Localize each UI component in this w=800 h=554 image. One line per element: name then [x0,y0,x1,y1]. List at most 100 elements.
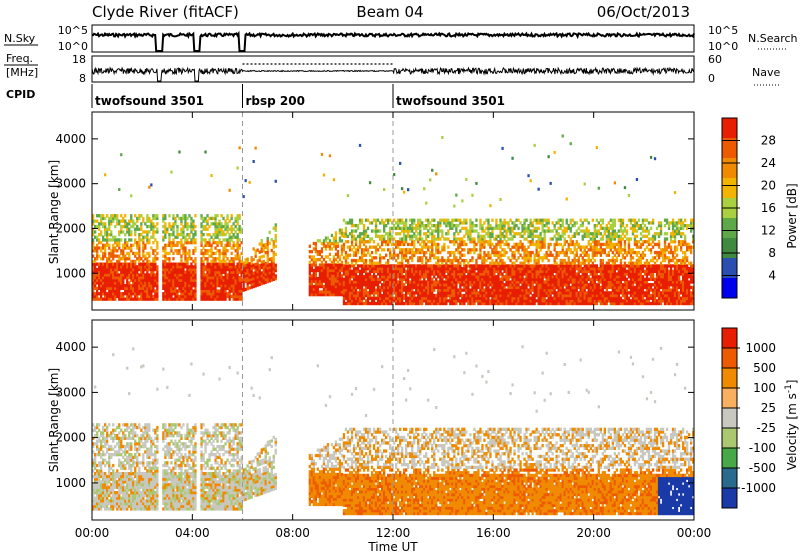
heatmap-cell [346,285,350,290]
heatmap-cell [533,256,536,260]
heatmap-cell [122,267,125,272]
heatmap-cell [140,270,143,274]
heatmap-cell [513,272,516,276]
heatmap-cell [529,234,532,238]
heatmap-cell [519,277,522,281]
heatmap-cell [236,222,239,226]
heatmap-cell [471,248,474,252]
heatmap-cell [358,272,362,276]
heatmap-cell [98,265,101,269]
heatmap-cell [260,271,263,275]
heatmap-cell [250,277,253,281]
heatmap-cell [479,264,482,268]
heatmap-cell [513,224,516,228]
heatmap-cell [144,278,147,282]
heatmap-cell [314,293,317,297]
heatmap-cell [409,272,412,276]
nave-tick-top: 60 [708,53,722,66]
heatmap-cell [220,294,223,299]
heatmap-cell [411,240,414,244]
heatmap-cell [397,253,400,257]
heatmap-cell [493,267,496,271]
heatmap-cell [425,275,428,279]
heatmap-cell [431,237,434,241]
heatmap-cell [184,216,187,221]
heatmap-cell [455,285,458,290]
heatmap-cell [381,218,384,222]
heatmap-cell [192,238,195,242]
heatmap-cell [531,293,534,298]
heatmap-cell [350,221,354,225]
heatmap-cell [461,275,464,279]
heatmap-cell [374,277,378,281]
heatmap-cell [469,237,472,241]
heatmap-cell [535,261,538,265]
heatmap-cell [168,222,171,226]
heatmap-cell [236,214,239,218]
heatmap-cell [372,264,376,268]
heatmap-cell [483,234,486,238]
heatmap-cell [234,235,237,239]
heatmap-cell [477,240,480,244]
heatmap-cell [336,255,340,259]
heatmap-cell [364,218,368,222]
heatmap-cell [194,273,197,277]
heatmap-cell [475,229,478,233]
heatmap-cell [192,241,195,245]
heatmap-cell [571,250,574,255]
heatmap-cell [310,276,313,281]
heatmap-cell [501,267,504,271]
heatmap-cell [232,227,235,231]
heatmap-cell [511,221,514,225]
heatmap-cell [433,267,436,271]
heatmap-cell [405,275,408,279]
heatmap-cell [395,293,398,298]
heatmap-cell [170,281,173,285]
heatmap-cell [194,276,197,280]
heatmap-cell [174,281,177,285]
heatmap-cell [360,267,364,271]
heatmap-cell [336,276,340,281]
heatmap-cell [467,229,470,233]
heatmap-cell [389,293,392,298]
heatmap-cell [457,261,460,265]
heatmap-cell [274,236,277,240]
heatmap-cell [569,299,572,303]
heatmap-cell [154,281,157,285]
heatmap-cell [100,289,103,293]
heatmap-cell [539,301,542,306]
heatmap-cell [312,271,315,275]
heatmap-cell [413,242,416,247]
heatmap-cell [467,250,470,255]
heatmap-cell [465,264,468,268]
heatmap-cell [130,284,133,288]
heatmap-cell [569,221,572,225]
heatmap-cell [152,216,155,221]
heatmap-cell [150,276,153,280]
heatmap-cell [423,280,426,284]
heatmap-cell [340,274,344,278]
heatmap-cell [571,280,574,284]
heatmap-cell [362,283,366,287]
heatmap-cell [148,292,151,296]
heatmap-cell [124,257,127,261]
heatmap-cell [441,275,444,279]
heatmap-cell [569,285,572,290]
heatmap-cell [527,275,530,279]
heatmap-cell [164,257,167,261]
heatmap-cell [561,218,564,222]
heatmap-cell [437,280,440,284]
heatmap-cell [94,262,97,266]
heatmap-cell [260,260,263,264]
heatmap-cell [421,275,424,279]
heatmap-cell [102,289,105,293]
heatmap-cell [238,246,241,250]
heatmap-cell [547,272,550,276]
heatmap-cell [553,280,556,284]
heatmap-cell [493,283,496,287]
heatmap-cell [92,294,95,299]
heatmap-cell [419,242,422,247]
heatmap-cell [212,241,215,245]
heatmap-cell [409,299,412,303]
heatmap-cell [252,258,255,262]
